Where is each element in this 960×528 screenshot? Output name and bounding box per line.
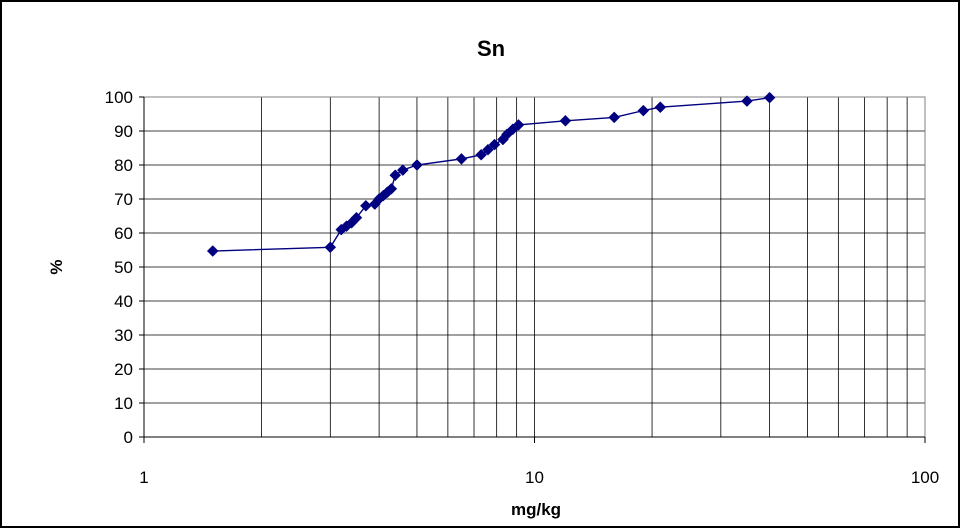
data-point-marker: [455, 153, 468, 165]
data-point-marker: [482, 143, 494, 156]
data-point-marker: [763, 91, 776, 104]
data-point-marker: [324, 241, 337, 254]
data-point-marker: [385, 182, 398, 195]
y-tick-label: 10: [114, 394, 133, 413]
x-tick-label: 10: [525, 468, 544, 487]
data-point-marker: [389, 169, 402, 182]
y-tick-label: 50: [114, 258, 133, 277]
data-point-marker: [637, 104, 650, 117]
series-layer: [206, 91, 776, 257]
data-point-marker: [488, 138, 501, 151]
y-tick-label: 20: [114, 360, 133, 379]
y-tick-label: 80: [114, 156, 133, 175]
y-tick-label: 100: [105, 88, 133, 107]
data-point-marker: [512, 119, 525, 131]
y-axis-label: %: [47, 259, 66, 274]
y-tick-label: 40: [114, 292, 133, 311]
x-axis-label: mg/kg: [511, 500, 561, 519]
y-tick-label: 60: [114, 224, 133, 243]
data-point-marker: [350, 211, 363, 224]
data-point-marker: [608, 111, 621, 124]
chart-title: Sn: [477, 36, 505, 61]
data-point-marker: [396, 164, 409, 176]
y-tick-label: 30: [114, 326, 133, 345]
axis-layer: [139, 96, 926, 443]
data-point-marker: [741, 95, 753, 107]
data-point-marker: [475, 148, 487, 161]
x-tick-label: 1: [139, 468, 148, 487]
y-tick-label: 90: [114, 122, 133, 141]
y-tick-label: 0: [124, 428, 133, 447]
data-point-marker: [654, 101, 667, 114]
y-tick-label: 70: [114, 190, 133, 209]
x-tick-label: 100: [911, 468, 939, 487]
data-point-marker: [206, 245, 219, 257]
data-point-marker: [559, 114, 572, 127]
data-point-marker: [411, 159, 423, 171]
